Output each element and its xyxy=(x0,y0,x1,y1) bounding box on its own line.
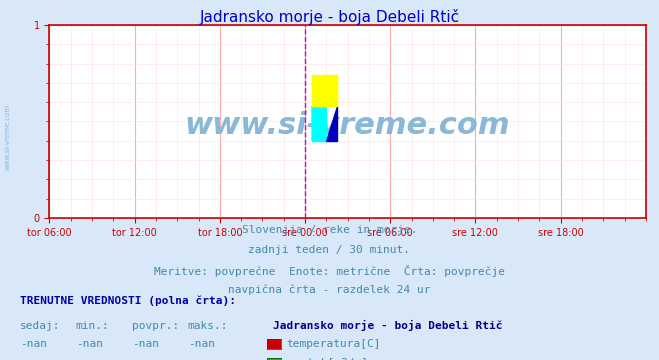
Polygon shape xyxy=(326,106,337,141)
Text: TRENUTNE VREDNOSTI (polna črta):: TRENUTNE VREDNOSTI (polna črta): xyxy=(20,296,236,306)
Polygon shape xyxy=(312,106,326,141)
Text: navpična črta - razdelek 24 ur: navpična črta - razdelek 24 ur xyxy=(228,284,431,295)
Text: pretok[m3/s]: pretok[m3/s] xyxy=(287,358,368,360)
Text: zadnji teden / 30 minut.: zadnji teden / 30 minut. xyxy=(248,245,411,255)
Text: sedaj:: sedaj: xyxy=(20,321,60,331)
Polygon shape xyxy=(312,75,337,106)
Text: povpr.:: povpr.: xyxy=(132,321,179,331)
Bar xyxy=(312,106,326,141)
Text: www.si-vreme.com: www.si-vreme.com xyxy=(5,104,11,170)
Text: maks.:: maks.: xyxy=(188,321,228,331)
Text: Jadransko morje - boja Debeli Rtič: Jadransko morje - boja Debeli Rtič xyxy=(273,320,503,331)
Text: min.:: min.: xyxy=(76,321,109,331)
Text: temperatura[C]: temperatura[C] xyxy=(287,339,381,350)
Bar xyxy=(312,75,337,106)
Text: -nan: -nan xyxy=(20,358,47,360)
Text: -nan: -nan xyxy=(132,339,159,350)
Text: Meritve: povprečne  Enote: metrične  Črta: povprečje: Meritve: povprečne Enote: metrične Črta:… xyxy=(154,265,505,276)
Text: -nan: -nan xyxy=(76,339,103,350)
Text: www.si-vreme.com: www.si-vreme.com xyxy=(185,111,511,140)
Text: Slovenija / reke in morje.: Slovenija / reke in morje. xyxy=(242,225,417,235)
Text: Jadransko morje - boja Debeli Rtič: Jadransko morje - boja Debeli Rtič xyxy=(200,9,459,25)
Text: -nan: -nan xyxy=(132,358,159,360)
Text: -nan: -nan xyxy=(76,358,103,360)
Text: -nan: -nan xyxy=(20,339,47,350)
Text: -nan: -nan xyxy=(188,358,215,360)
Text: -nan: -nan xyxy=(188,339,215,350)
